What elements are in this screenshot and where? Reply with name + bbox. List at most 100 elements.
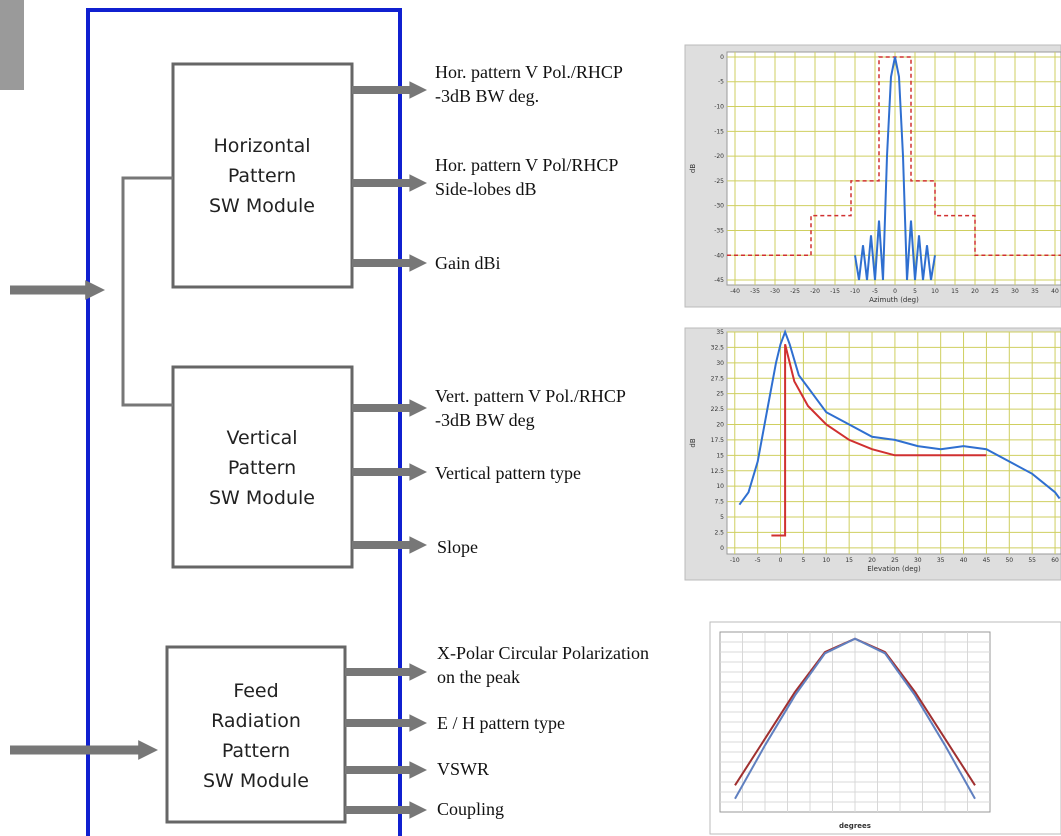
module-label: Pattern — [228, 165, 296, 187]
x-tick-label: 35 — [1031, 288, 1039, 295]
y-tick-label: 0 — [720, 54, 724, 61]
output-label: Side-lobes dB — [435, 179, 537, 199]
plot-area — [726, 51, 1061, 286]
x-tick-label: -5 — [755, 557, 761, 564]
x-tick-label: -10 — [850, 288, 860, 295]
y-tick-label: -25 — [714, 178, 724, 185]
y-tick-label: 32.5 — [711, 344, 725, 351]
y-tick-label: 20 — [716, 422, 724, 429]
output-label: -3dB BW deg. — [435, 86, 539, 106]
x-tick-label: 15 — [951, 288, 959, 295]
x-tick-label: 20 — [971, 288, 979, 295]
system-frame — [86, 8, 402, 836]
y-tick-label: -30 — [714, 203, 724, 210]
y-tick-label: 17.5 — [711, 437, 725, 444]
arrow-head — [409, 761, 427, 779]
arrow-head — [409, 463, 427, 481]
x-tick-label: 0 — [893, 288, 897, 295]
y-tick-label: -20 — [714, 153, 724, 160]
x-tick-label: 20 — [868, 557, 876, 564]
x-tick-label: 10 — [931, 288, 939, 295]
y-tick-label: 10 — [716, 483, 724, 490]
x-tick-label: 5 — [913, 288, 917, 295]
module-box — [171, 62, 354, 289]
output-label: Coupling — [437, 799, 504, 819]
x-tick-label: 40 — [960, 557, 968, 564]
x-tick-label: -20 — [810, 288, 820, 295]
module-label: Pattern — [222, 740, 290, 762]
arrow-head — [409, 801, 427, 819]
x-tick-label: -35 — [750, 288, 760, 295]
arrow-head — [138, 740, 158, 760]
y-tick-label: 2.5 — [714, 529, 724, 536]
y-tick-label: 0 — [720, 545, 724, 552]
x-tick-label: -10 — [730, 557, 740, 564]
x-axis-label: Elevation (deg) — [867, 565, 921, 573]
y-tick-label: 30 — [716, 360, 724, 367]
output-label: Hor. pattern V Pol./RHCP — [435, 62, 623, 82]
output-label: on the peak — [437, 667, 520, 687]
x-tick-label: 45 — [983, 557, 991, 564]
x-tick-label: -25 — [790, 288, 800, 295]
output-label: Slope — [437, 537, 478, 557]
x-tick-label: -40 — [730, 288, 740, 295]
connector — [121, 176, 173, 407]
module-label: SW Module — [209, 487, 315, 509]
module-label: SW Module — [203, 770, 309, 792]
x-tick-label: 5 — [801, 557, 805, 564]
x-tick-label: 55 — [1028, 557, 1036, 564]
x-axis-label: Azimuth (deg) — [869, 296, 919, 304]
module-label: Vertical — [226, 427, 297, 449]
y-tick-label: -15 — [714, 128, 724, 135]
series-line — [854, 56, 936, 281]
output-label: X-Polar Circular Polarization — [437, 643, 649, 663]
series-line — [771, 344, 987, 537]
x-tick-label: 50 — [1005, 557, 1013, 564]
output-label: Gain dBi — [435, 253, 501, 273]
arrow-head — [409, 663, 427, 681]
x-tick-label: 0 — [779, 557, 783, 564]
module-box — [171, 365, 354, 569]
y-tick-label: -35 — [714, 227, 724, 234]
x-tick-label: -5 — [872, 288, 878, 295]
arrow-head — [85, 280, 105, 300]
y-tick-label: 15 — [716, 452, 724, 459]
x-axis-label: degrees — [839, 822, 871, 830]
x-tick-label: 30 — [914, 557, 922, 564]
module-label: Pattern — [228, 457, 296, 479]
photo-fragment — [0, 0, 24, 90]
y-tick-label: -10 — [714, 104, 724, 111]
y-tick-label: 27.5 — [711, 375, 725, 382]
x-tick-label: 10 — [822, 557, 830, 564]
x-tick-label: 25 — [891, 557, 899, 564]
x-tick-label: -15 — [830, 288, 840, 295]
module-label: SW Module — [209, 195, 315, 217]
y-tick-label: 22.5 — [711, 406, 725, 413]
module-label: Radiation — [211, 710, 301, 732]
x-tick-label: 15 — [845, 557, 853, 564]
arrow-head — [409, 536, 427, 554]
y-tick-label: -5 — [718, 79, 724, 86]
series-line — [738, 329, 1061, 506]
output-label: Vert. pattern V Pol./RHCP — [435, 386, 626, 406]
module-box — [165, 645, 347, 824]
y-tick-label: 35 — [716, 329, 724, 336]
y-axis-label: dB — [689, 438, 697, 447]
arrow-head — [409, 254, 427, 272]
y-tick-label: 5 — [720, 514, 724, 521]
x-tick-label: 25 — [991, 288, 999, 295]
output-label: Vertical pattern type — [435, 463, 581, 483]
y-tick-label: -40 — [714, 252, 724, 259]
module-label: Horizontal — [213, 135, 310, 157]
module-label: Feed — [233, 680, 278, 702]
y-axis-label: dB — [689, 164, 697, 173]
arrow-head — [409, 81, 427, 99]
x-tick-label: 40 — [1051, 288, 1059, 295]
arrow-head — [409, 714, 427, 732]
output-label: E / H pattern type — [437, 713, 565, 733]
x-tick-label: 60 — [1051, 557, 1059, 564]
plot-area — [726, 331, 1061, 555]
x-tick-label: 30 — [1011, 288, 1019, 295]
arrow-head — [409, 399, 427, 417]
